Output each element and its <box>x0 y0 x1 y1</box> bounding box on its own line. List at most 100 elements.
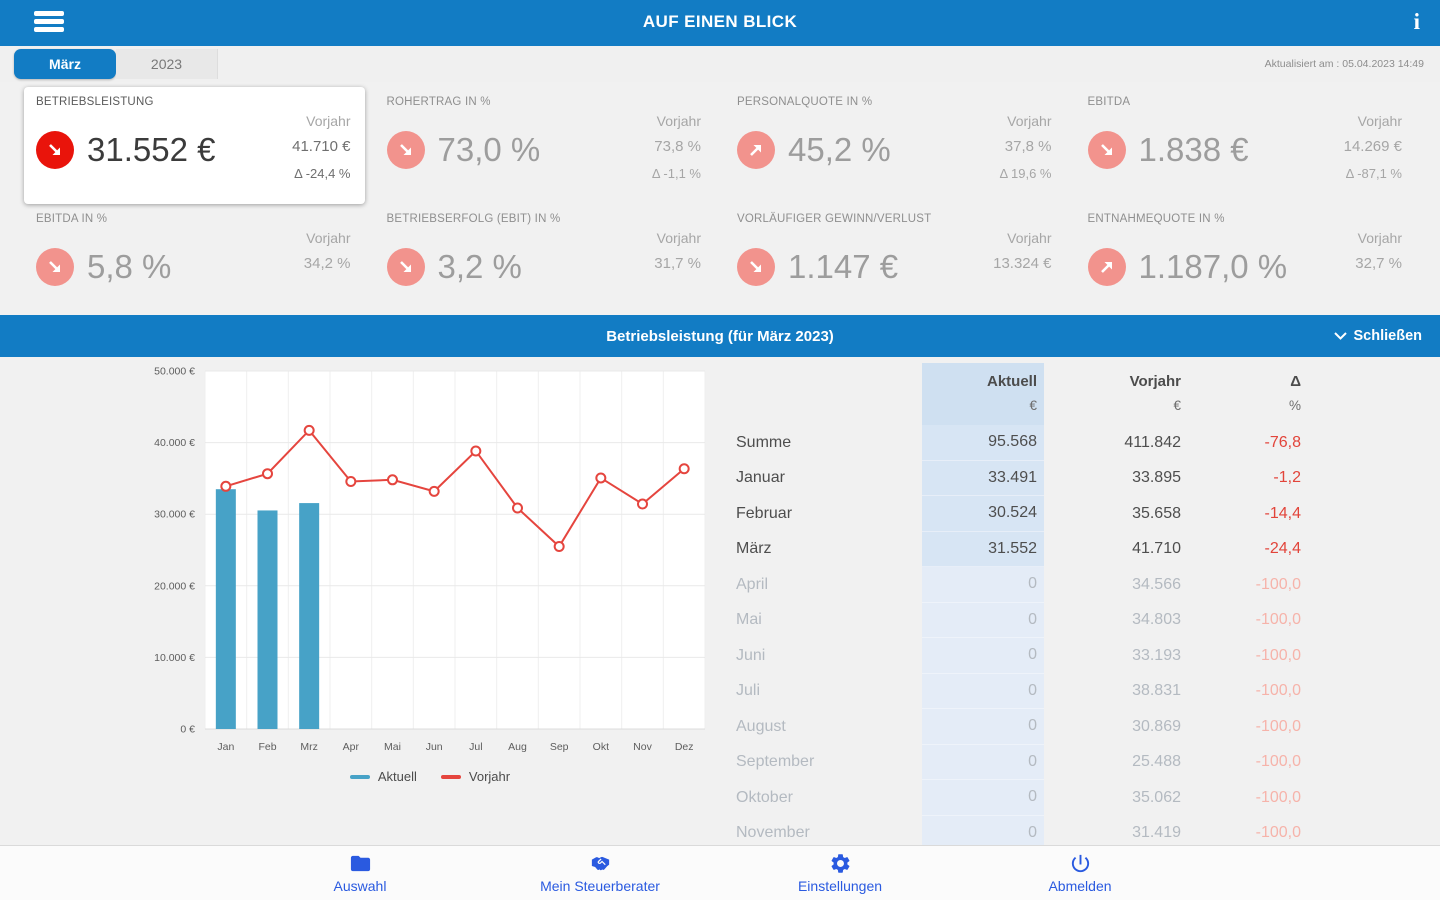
row-aktuell: 31.552 <box>922 531 1044 567</box>
tab-label: März <box>49 56 81 72</box>
updated-timestamp: Aktualisiert am : 05.04.2023 14:49 <box>1264 58 1424 70</box>
column-header: Vorjahr € <box>1129 373 1181 413</box>
trend-arrow-icon <box>1087 248 1126 286</box>
table-row[interactable]: November 0 31.419 -100,0 <box>734 815 1308 845</box>
kpi-card[interactable]: PERSONALQUOTE IN % Vorjahr 37,8 % Δ 19,6… <box>725 87 1066 204</box>
svg-text:Mai: Mai <box>384 741 401 753</box>
nav-item-abmelden[interactable]: Abmelden <box>960 846 1200 900</box>
legend-label: Vorjahr <box>468 769 511 784</box>
nav-item-einstellungen[interactable]: Einstellungen <box>720 846 960 900</box>
row-month: Summe <box>736 433 792 451</box>
row-month: August <box>736 717 786 735</box>
kpi-vorjahr-label: Vorjahr <box>1357 113 1402 129</box>
chart-legend: Aktuell Vorjahr <box>120 769 740 784</box>
table-row[interactable]: Oktober 0 35.062 -100,0 <box>734 780 1308 816</box>
kpi-card[interactable]: BETRIEBSERFOLG (EBIT) IN % Vorjahr 31,7 … <box>375 204 716 315</box>
kpi-vorjahr-label: Vorjahr <box>306 230 351 246</box>
kpi-card[interactable]: ROHERTRAG IN % Vorjahr 73,8 % Δ -1,1 % 7… <box>375 87 716 204</box>
kpi-card[interactable]: BETRIEBSLEISTUNG Vorjahr 41.710 € Δ -24,… <box>24 87 365 204</box>
row-vorjahr: 35.658 <box>1132 504 1181 522</box>
kpi-card[interactable]: ENTNAHMEQUOTE IN % Vorjahr 32,7 % 1.187,… <box>1076 204 1417 315</box>
nav-item-auswahl[interactable]: Auswahl <box>240 846 480 900</box>
table-row[interactable]: Juni 0 33.193 -100,0 <box>734 638 1308 674</box>
table-row[interactable]: Februar 30.524 35.658 -14,4 <box>734 496 1308 532</box>
column-header: Aktuell € <box>922 363 1044 425</box>
power-icon <box>1071 854 1089 873</box>
table-row[interactable]: September 0 25.488 -100,0 <box>734 744 1308 780</box>
kpi-delta: Δ -87,1 % <box>1345 166 1402 181</box>
kpi-label: EBITDA IN % <box>36 213 108 225</box>
row-aktuell: 30.524 <box>922 496 1044 532</box>
kpi-value: 73,0 % <box>437 131 541 168</box>
row-vorjahr: 30.869 <box>1132 717 1181 735</box>
handshake-icon <box>591 856 609 871</box>
row-aktuell: 0 <box>922 709 1044 745</box>
svg-text:Dez: Dez <box>675 741 694 753</box>
row-vorjahr: 411.842 <box>1124 433 1181 451</box>
svg-text:40.000 €: 40.000 € <box>154 437 195 449</box>
row-aktuell: 0 <box>922 780 1044 816</box>
kpi-label: BETRIEBSERFOLG (EBIT) IN % <box>386 213 561 225</box>
kpi-label: PERSONALQUOTE IN % <box>737 96 873 108</box>
kpi-vorjahr-value: 13.324 € <box>993 255 1052 272</box>
table-row[interactable]: Summe 95.568 411.842 -76,8 <box>734 425 1308 461</box>
tab-label: 2023 <box>150 56 183 72</box>
kpi-delta: Δ -1,1 % <box>651 166 701 181</box>
chevron-down-icon <box>1333 332 1347 340</box>
svg-text:Mrz: Mrz <box>300 741 318 753</box>
table-row[interactable]: Mai 0 34.803 -100,0 <box>734 602 1308 638</box>
kpi-vorjahr-value: 73,8 % <box>654 138 701 155</box>
kpi-label: BETRIEBSLEISTUNG <box>36 96 154 108</box>
close-button[interactable]: Schließen <box>1333 315 1423 357</box>
kpi-vorjahr-label: Vorjahr <box>306 113 351 129</box>
row-delta: -100,0 <box>1255 575 1301 593</box>
app-title: AUF EINEN BLICK <box>642 12 798 31</box>
row-aktuell: 0 <box>922 602 1044 638</box>
row-month: Juni <box>736 646 766 664</box>
chart: 0 € 10.000 € 20.000 € 30.000 € 40.000 € 50.00… <box>120 359 740 761</box>
row-vorjahr: 31.419 <box>1132 824 1181 842</box>
menu-icon[interactable] <box>34 11 64 35</box>
tab-2023[interactable]: 2023 <box>116 49 218 79</box>
kpi-vorjahr-value: 32,7 % <box>1355 255 1402 272</box>
kpi-vorjahr-value: 41.710 € <box>292 138 351 155</box>
row-month: April <box>736 575 769 593</box>
legend-swatch <box>440 774 461 779</box>
detail-header: Betriebsleistung (für März 2023) Schließ… <box>0 315 1440 357</box>
row-aktuell: 0 <box>922 673 1044 709</box>
nav-item-mein-steuerberater[interactable]: Mein Steuerberater <box>480 846 720 900</box>
column-header: Δ% <box>1288 373 1301 413</box>
table-row[interactable]: Juli 0 38.831 -100,0 <box>734 673 1308 709</box>
svg-text:30.000 €: 30.000 € <box>154 509 195 521</box>
svg-text:Apr: Apr <box>343 741 360 753</box>
trend-arrow-icon <box>386 131 425 169</box>
svg-text:Jan: Jan <box>217 741 234 753</box>
table-row[interactable]: April 0 34.566 -100,0 <box>734 567 1308 603</box>
table-row[interactable]: Januar 33.491 33.895 -1,2 <box>734 460 1308 496</box>
kpi-label: ENTNAHMEQUOTE IN % <box>1087 213 1225 225</box>
table-row[interactable]: März 31.552 41.710 -24,4 <box>734 531 1308 567</box>
close-label: Schließen <box>1353 328 1423 344</box>
chart-canvas: 0 € 10.000 € 20.000 € 30.000 € 40.000 € 50.00… <box>154 366 706 753</box>
kpi-value: 31.552 € <box>87 131 216 168</box>
row-month: Februar <box>736 504 793 522</box>
row-month: Oktober <box>736 788 793 806</box>
info-icon[interactable]: i <box>1413 9 1420 34</box>
kpi-label: VORLÄUFIGER GEWINN/VERLUST <box>737 213 932 225</box>
trend-arrow-icon <box>737 248 775 286</box>
row-delta: -14,4 <box>1264 504 1301 522</box>
kpi-vorjahr-label: Vorjahr <box>1357 230 1402 246</box>
data-table: Aktuell € Vorjahr € Δ% Summe 95.568 411.842 … <box>734 363 1308 845</box>
kpi-card[interactable]: VORLÄUFIGER GEWINN/VERLUST Vorjahr 13.32… <box>725 204 1066 315</box>
kpi-card[interactable]: EBITDA Vorjahr 14.269 € Δ -87,1 % 1.838 … <box>1076 87 1417 204</box>
row-delta: -100,0 <box>1255 824 1301 842</box>
svg-text:50.000 €: 50.000 € <box>154 366 195 378</box>
kpi-card[interactable]: EBITDA IN % Vorjahr 34,2 % 5,8 % <box>24 204 365 315</box>
kpi-label: ROHERTRAG IN % <box>386 96 491 108</box>
kpi-vorjahr-value: 14.269 € <box>1343 138 1402 155</box>
row-delta: -24,4 <box>1264 540 1301 558</box>
tab-märz[interactable]: März <box>14 49 116 79</box>
tabs: März 2023 <box>14 46 218 82</box>
table-row[interactable]: August 0 30.869 -100,0 <box>734 709 1308 745</box>
